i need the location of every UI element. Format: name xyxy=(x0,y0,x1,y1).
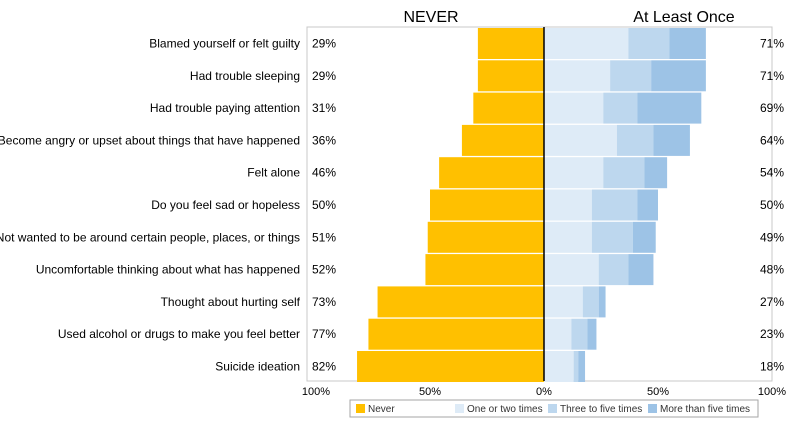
x-tick-label: 0% xyxy=(536,386,552,398)
bar-never xyxy=(377,286,544,318)
category-label: Become angry or upset about things that … xyxy=(0,133,300,147)
at-least-once-header: At Least Once xyxy=(633,9,734,26)
at-least-once-value-label: 71% xyxy=(760,37,784,51)
never-value-label: 50% xyxy=(312,198,336,212)
bar-more-than-five-times xyxy=(587,318,597,350)
at-least-once-value-label: 71% xyxy=(760,69,784,83)
bar-never xyxy=(430,189,544,221)
legend-swatch-never xyxy=(356,404,365,413)
bar-one-or-two-times xyxy=(544,286,583,318)
at-least-once-value-label: 50% xyxy=(760,198,784,212)
bar-more-than-five-times xyxy=(653,124,690,156)
never-value-label: 82% xyxy=(312,360,336,374)
x-tick-label: 50% xyxy=(647,386,669,398)
bar-one-or-two-times xyxy=(544,60,611,92)
bar-one-or-two-times xyxy=(544,28,629,59)
never-value-label: 73% xyxy=(312,295,336,309)
x-tick-label: 100% xyxy=(758,386,786,398)
at-least-once-value-label: 18% xyxy=(760,360,784,374)
category-label: Blamed yourself or felt guilty xyxy=(149,37,300,51)
never-value-label: 77% xyxy=(312,327,336,341)
bar-three-to-five-times xyxy=(571,318,588,350)
category-label: Had trouble sleeping xyxy=(190,69,300,83)
bar-never xyxy=(439,157,544,189)
bar-three-to-five-times xyxy=(610,60,652,92)
legend-swatch-more-than-five-times xyxy=(648,404,657,413)
bar-more-than-five-times xyxy=(578,351,586,382)
at-least-once-value-label: 54% xyxy=(760,166,784,180)
bar-three-to-five-times xyxy=(628,28,670,59)
bar-three-to-five-times xyxy=(598,254,629,286)
never-header: NEVER xyxy=(403,9,458,26)
bar-more-than-five-times xyxy=(632,221,656,253)
never-value-label: 36% xyxy=(312,133,336,147)
at-least-once-value-label: 23% xyxy=(760,327,784,341)
never-value-label: 29% xyxy=(312,69,336,83)
bar-never xyxy=(461,124,544,156)
bar-more-than-five-times xyxy=(651,60,706,92)
at-least-once-value-label: 69% xyxy=(760,101,784,115)
bar-one-or-two-times xyxy=(544,318,572,350)
legend-label: One or two times xyxy=(467,404,543,415)
bar-one-or-two-times xyxy=(544,254,599,286)
bar-three-to-five-times xyxy=(603,157,645,189)
legend-label: Three to five times xyxy=(560,404,642,415)
never-value-label: 46% xyxy=(312,166,336,180)
bar-never xyxy=(477,28,544,59)
bar-more-than-five-times xyxy=(644,157,668,189)
category-labels: Blamed yourself or felt guilty Had troubl… xyxy=(0,37,301,374)
legend-swatch-one-or-two-times xyxy=(455,404,464,413)
at-least-once-value-label: 27% xyxy=(760,295,784,309)
bar-never xyxy=(427,221,544,253)
category-label: Suicide ideation xyxy=(215,360,300,374)
bar-one-or-two-times xyxy=(544,221,592,253)
bar-three-to-five-times xyxy=(582,286,599,318)
category-label: Had trouble paying attention xyxy=(150,101,300,115)
value-labels: 29% 71% 29% 71% 31% 69% 36% 64% 46% 54% 50% 50% 51% 4… xyxy=(312,37,784,374)
bar-never xyxy=(357,351,544,382)
bars xyxy=(357,28,706,382)
bar-three-to-five-times xyxy=(603,92,638,124)
bar-one-or-two-times xyxy=(544,351,574,382)
bar-one-or-two-times xyxy=(544,157,604,189)
legend-label: More than five times xyxy=(660,404,750,415)
bar-three-to-five-times xyxy=(616,124,654,156)
bar-three-to-five-times xyxy=(573,351,579,382)
bar-more-than-five-times xyxy=(669,28,706,59)
bar-more-than-five-times xyxy=(637,92,702,124)
legend-label: Never xyxy=(368,404,395,415)
category-label: Felt alone xyxy=(247,166,300,180)
bar-three-to-five-times xyxy=(591,221,633,253)
legend: Never One or two times Three to five times… xyxy=(349,399,759,418)
category-label: Used alcohol or drugs to make you feel b… xyxy=(58,327,300,341)
bar-one-or-two-times xyxy=(544,124,617,156)
bar-more-than-five-times xyxy=(598,286,606,318)
at-least-once-value-label: 64% xyxy=(760,133,784,147)
never-value-label: 31% xyxy=(312,101,336,115)
category-label: Not wanted to be around certain people, … xyxy=(0,230,300,244)
bar-never xyxy=(473,92,544,124)
at-least-once-value-label: 49% xyxy=(760,230,784,244)
category-label: Do you feel sad or hopeless xyxy=(151,198,300,212)
bar-more-than-five-times xyxy=(637,189,658,221)
bar-never xyxy=(477,60,544,92)
never-value-label: 52% xyxy=(312,263,336,277)
bar-never xyxy=(368,318,544,350)
never-value-label: 29% xyxy=(312,37,336,51)
bar-one-or-two-times xyxy=(544,92,604,124)
never-value-label: 51% xyxy=(312,230,336,244)
at-least-once-value-label: 48% xyxy=(760,263,784,277)
bar-more-than-five-times xyxy=(628,254,654,286)
x-axis-ticks: 100% 50% 0% 50% 100% xyxy=(302,386,786,398)
legend-swatch-three-to-five-times xyxy=(548,404,557,413)
x-tick-label: 50% xyxy=(419,386,441,398)
bar-never xyxy=(425,254,544,286)
bar-three-to-five-times xyxy=(591,189,638,221)
category-label: Uncomfortable thinking about what has ha… xyxy=(36,263,300,277)
x-tick-label: 100% xyxy=(302,386,330,398)
bar-one-or-two-times xyxy=(544,189,592,221)
category-label: Thought about hurting self xyxy=(161,295,301,309)
